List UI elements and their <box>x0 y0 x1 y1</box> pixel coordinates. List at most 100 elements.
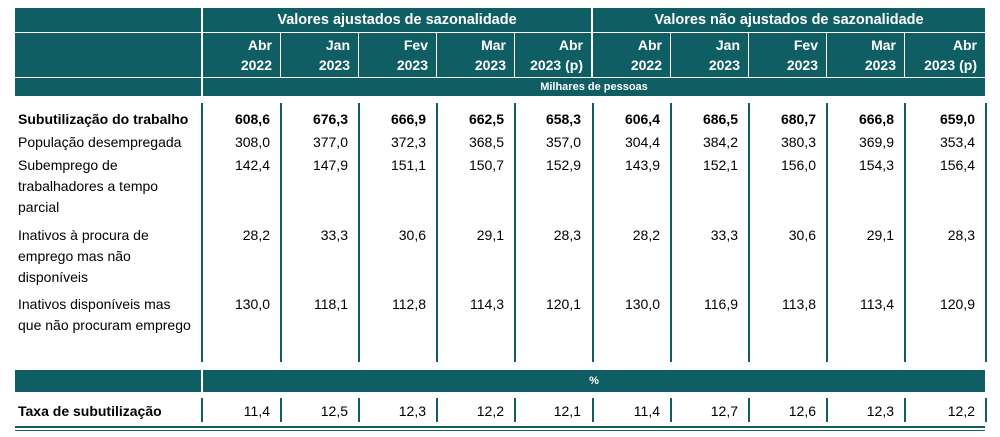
header-col-3: Mar 2023 <box>437 33 514 77</box>
header-col-year: 2023 <box>396 57 428 73</box>
row-label: Inativos disponíveis mas que não procura… <box>18 296 191 333</box>
header-col-month: Abr <box>637 37 662 53</box>
rate-value: 12,6 <box>788 403 816 419</box>
row-value: 130,0 <box>624 296 660 312</box>
header-col-month: Fev <box>793 37 818 53</box>
rate-value: 12,7 <box>710 403 738 419</box>
row-value: 666,9 <box>390 111 426 127</box>
bottom-rule <box>15 426 985 428</box>
row-value: 676,3 <box>312 111 348 127</box>
rate-vrule <box>280 398 282 422</box>
row-value: 666,8 <box>858 111 894 127</box>
row-value: 113,4 <box>860 296 894 312</box>
rate-vrule <box>904 398 906 422</box>
row-value: 30,6 <box>788 227 816 243</box>
header-col-month: Abr <box>247 37 272 53</box>
row-value: 606,4 <box>624 111 660 127</box>
header-col-9: Abr 2023 (p) <box>905 33 985 77</box>
row-value: 152,9 <box>545 157 581 173</box>
row-value: 30,6 <box>398 227 426 243</box>
row-value: 28,2 <box>632 227 660 243</box>
header-col-month: Fev <box>403 37 428 53</box>
row-value: 116,9 <box>704 296 738 312</box>
row-value: 142,4 <box>234 157 270 173</box>
row-value: 308,0 <box>234 134 270 150</box>
header-col-5: Abr 2022 <box>593 33 670 77</box>
header-col-month: Mar <box>871 37 896 53</box>
rate-vrule <box>201 398 203 422</box>
row-value: 143,9 <box>624 157 660 173</box>
row-value: 33,3 <box>710 227 738 243</box>
header-col-year: 2023 <box>318 57 350 73</box>
header-col-year: 2022 <box>240 57 272 73</box>
body-vrule <box>514 103 516 362</box>
row-value: 686,5 <box>702 111 738 127</box>
body-vrule <box>670 103 672 362</box>
body-vrule <box>436 103 438 362</box>
header-col-year: 2023 <box>708 57 740 73</box>
row-value: 368,5 <box>468 134 504 150</box>
row-value: 154,3 <box>858 157 894 173</box>
body-vrule <box>985 103 987 362</box>
row-value: 662,5 <box>468 111 504 127</box>
row-value: 147,9 <box>312 157 348 173</box>
rate-vrule <box>514 398 516 422</box>
row-value: 608,6 <box>234 111 270 127</box>
header-col-month: Jan <box>325 37 350 53</box>
body-vrule <box>592 103 594 362</box>
body-vrule <box>201 103 203 362</box>
header-col-month: Jan <box>715 37 740 53</box>
rate-value: 12,2 <box>947 403 975 419</box>
rate-vrule <box>358 398 360 422</box>
rate-vrule <box>436 398 438 422</box>
header-col-year: 2023 (p) <box>530 57 583 73</box>
row-value: 120,1 <box>545 296 581 312</box>
rate-value: 12,3 <box>398 403 426 419</box>
header-group-not-adjusted: Valores não ajustados de sazonalidade <box>593 8 985 32</box>
units-thousands: Milhares de pessoas <box>203 78 985 96</box>
body-vrule <box>748 103 750 362</box>
row-value: 353,4 <box>939 134 975 150</box>
row-value: 658,3 <box>545 111 581 127</box>
row-value: 369,9 <box>858 134 894 150</box>
header-col-year: 2023 <box>864 57 896 73</box>
rate-vrule <box>670 398 672 422</box>
row-value: 113,8 <box>782 296 816 312</box>
bottom-rule-2 <box>15 430 985 431</box>
row-label: Inativos à procura de emprego mas não di… <box>18 227 149 285</box>
row-value: 29,1 <box>866 227 894 243</box>
row-value: 130,0 <box>234 296 270 312</box>
header-col-month: Abr <box>558 37 583 53</box>
rate-vrule <box>985 398 987 422</box>
row-value: 150,7 <box>468 157 504 173</box>
units-percent: % <box>203 370 985 392</box>
row-value: 29,1 <box>476 227 504 243</box>
header-col-7: Fev 2023 <box>749 33 826 77</box>
header-group-adjusted: Valores ajustados de sazonalidade <box>203 8 591 32</box>
row-value: 156,4 <box>939 157 975 173</box>
header-corner-top <box>15 8 201 32</box>
rate-value: 12,5 <box>320 403 348 419</box>
row-value: 680,7 <box>780 111 816 127</box>
header-col-month: Abr <box>952 37 977 53</box>
row-value: 659,0 <box>939 111 975 127</box>
header-col-month: Mar <box>481 37 506 53</box>
header-col-year: 2023 <box>474 57 506 73</box>
row-value: 380,3 <box>780 134 816 150</box>
header-col-8: Mar 2023 <box>827 33 904 77</box>
header-col-4: Abr 2023 (p) <box>515 33 591 77</box>
rate-value: 11,4 <box>243 403 270 419</box>
header-col-year: 2023 <box>786 57 818 73</box>
row-value: 28,2 <box>242 227 270 243</box>
row-value: 120,9 <box>939 296 975 312</box>
row-value: 118,1 <box>314 296 348 312</box>
rate-vrule <box>592 398 594 422</box>
rate-value: 12,3 <box>866 403 894 419</box>
row-value: 384,2 <box>702 134 738 150</box>
body-vrule <box>826 103 828 362</box>
rate-vrule <box>748 398 750 422</box>
row-value: 357,0 <box>545 134 581 150</box>
rate-value: 12,1 <box>553 403 581 419</box>
header-col-6: Jan 2023 <box>671 33 748 77</box>
